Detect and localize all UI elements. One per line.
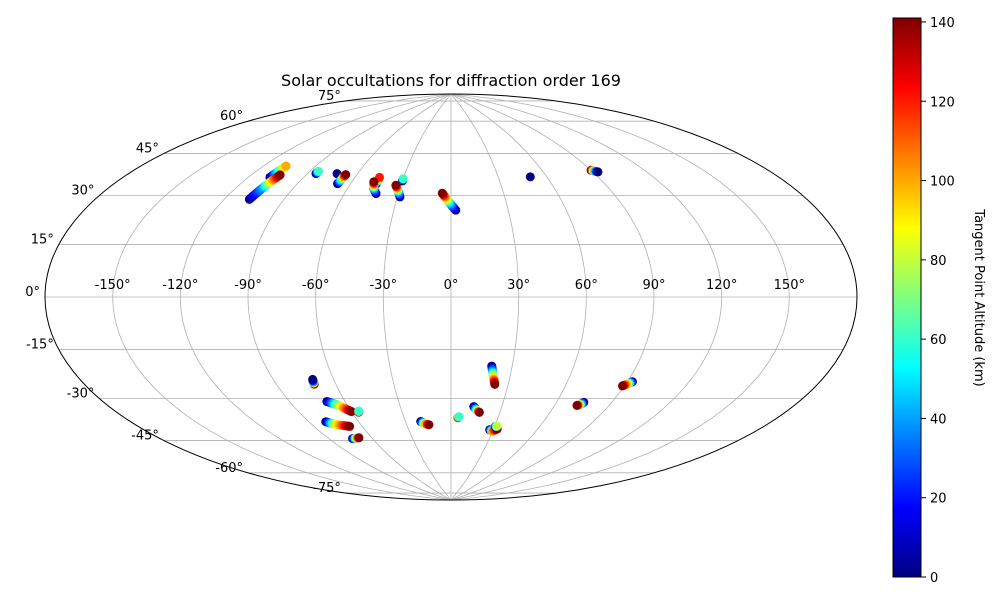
scatter-point xyxy=(398,174,408,184)
occultation-track xyxy=(391,180,405,202)
colorbar-tick-label: 140 xyxy=(930,16,955,31)
scatter-point xyxy=(308,374,318,384)
lat-tick-label: 15° xyxy=(31,232,54,247)
colorbar-label: Tangent Point Altitude (km) xyxy=(971,208,986,386)
lat-tick-label: 75° xyxy=(318,89,341,104)
scatter-point xyxy=(593,167,603,177)
scatter-point xyxy=(346,407,356,417)
lat-tick-label: 45° xyxy=(136,141,159,156)
colorbar-gradient xyxy=(892,17,922,578)
lon-tick-label: 60° xyxy=(575,278,598,293)
occultation-track xyxy=(572,397,589,410)
occultation-track xyxy=(525,172,535,182)
lat-tick-label: 60° xyxy=(220,109,243,124)
latitude-labels: -75° -60° -45° -30° -15° 0° 15° 30° 45° 60° 75° xyxy=(25,89,341,496)
scatter-points xyxy=(244,161,637,444)
grid-meridian xyxy=(450,94,790,500)
scatter-point xyxy=(424,420,434,430)
lon-tick-label: 30° xyxy=(507,278,530,293)
occultation-track xyxy=(321,417,355,431)
scatter-point xyxy=(275,170,285,180)
scatter-point xyxy=(437,188,447,198)
scatter-point xyxy=(492,421,502,431)
scatter-point xyxy=(474,407,484,417)
occultation-track xyxy=(333,170,351,189)
lat-tick-label: -45° xyxy=(131,429,159,444)
occultation-track xyxy=(586,165,603,177)
grid-meridian xyxy=(247,94,452,500)
grid-meridian xyxy=(450,94,587,500)
colorbar-tick-label: 40 xyxy=(930,412,947,427)
lon-tick-label: 120° xyxy=(706,278,737,293)
scatter-point xyxy=(391,180,401,190)
map-grid xyxy=(45,94,857,500)
occultation-track xyxy=(311,166,323,179)
occultation-track xyxy=(369,177,381,199)
lon-tick-label: 150° xyxy=(774,278,805,293)
lon-tick-label: -150° xyxy=(95,278,131,293)
scatter-point xyxy=(345,421,355,431)
scatter-point xyxy=(341,170,351,180)
colorbar-ticks: 0 20 40 60 80 100 120 140 xyxy=(921,16,955,586)
grid-meridian xyxy=(315,94,452,500)
colorbar-tick-label: 120 xyxy=(930,95,955,110)
occultation-track xyxy=(469,402,484,417)
longitude-labels: -150° -120° -90° -60° -30° 0° 30° 60° 90° 120° 150… xyxy=(95,278,805,293)
scatter-point xyxy=(354,433,364,443)
colorbar-tick-label: 20 xyxy=(930,492,947,507)
scatter-point xyxy=(454,412,464,422)
lon-tick-label: -60° xyxy=(302,278,330,293)
lat-tick-label: 0° xyxy=(25,285,40,300)
occultation-track xyxy=(453,412,464,423)
colorbar: 0 20 40 60 80 100 120 140 Tangent Point Altitud… xyxy=(892,16,986,586)
chart-title: Solar occultations for diffraction order… xyxy=(281,71,621,90)
scatter-point xyxy=(618,381,628,391)
scatter-point xyxy=(313,166,323,176)
lat-tick-label: 30° xyxy=(71,184,94,199)
occultation-track xyxy=(322,397,356,417)
occultation-track xyxy=(308,374,319,389)
occultation-track xyxy=(416,417,434,430)
colorbar-tick-label: 100 xyxy=(930,175,955,190)
map-boundary xyxy=(44,93,858,501)
occultation-track xyxy=(244,170,285,204)
lon-tick-label: -120° xyxy=(162,278,198,293)
occultation-track xyxy=(490,421,502,432)
occultation-track xyxy=(354,406,364,417)
occultation-track xyxy=(437,188,461,215)
occultation-track xyxy=(397,174,408,186)
lat-tick-label: -60° xyxy=(215,461,243,476)
lon-tick-label: 90° xyxy=(642,278,665,293)
occultation-track xyxy=(348,433,364,444)
scatter-point xyxy=(281,161,291,171)
scatter-point xyxy=(490,379,500,389)
occultation-track xyxy=(618,377,637,391)
lat-tick-label: -15° xyxy=(26,338,54,353)
grid-meridian xyxy=(450,94,655,500)
grid-meridian xyxy=(179,94,452,500)
scatter-point xyxy=(572,400,582,410)
grid-meridian xyxy=(382,94,452,500)
colorbar-tick-label: 80 xyxy=(930,254,947,269)
scatter-point xyxy=(369,177,379,187)
colorbar-tick-label: 60 xyxy=(930,333,947,348)
scatter-point xyxy=(525,172,535,182)
lon-tick-label: -90° xyxy=(234,278,262,293)
occultation-track xyxy=(487,361,500,389)
scatter-point xyxy=(354,406,364,416)
lat-tick-label: -30° xyxy=(67,387,95,402)
lon-tick-label: -30° xyxy=(369,278,397,293)
grid-meridian xyxy=(112,94,452,500)
grid-meridian xyxy=(450,94,723,500)
lon-tick-label: 0° xyxy=(444,278,459,293)
colorbar-tick-label: 0 xyxy=(930,571,938,586)
lat-tick-label: -75° xyxy=(313,481,341,496)
